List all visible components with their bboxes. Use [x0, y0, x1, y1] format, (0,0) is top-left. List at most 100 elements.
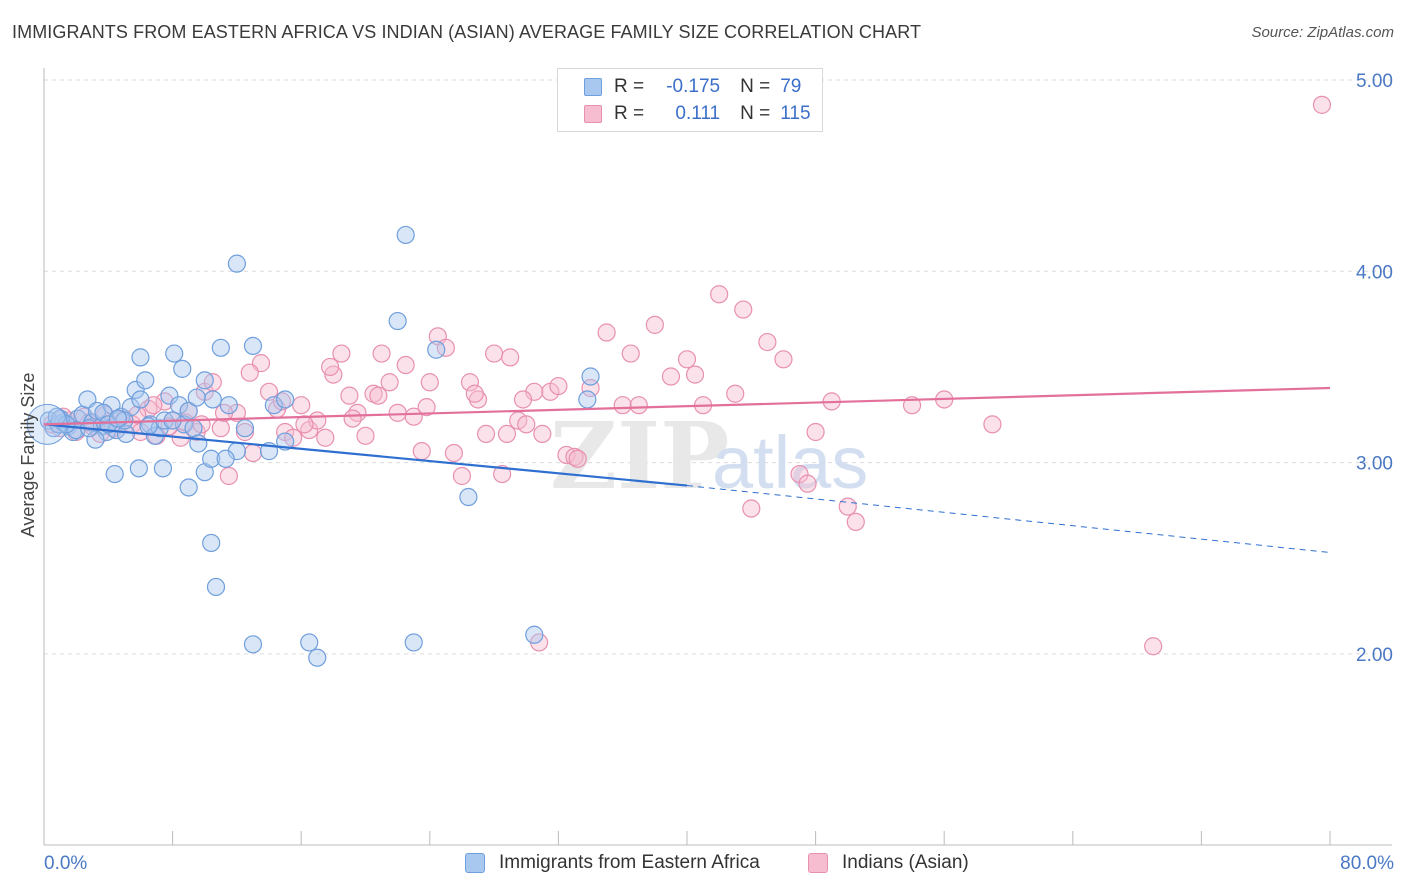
trend-line-indians-asian [43, 386, 1331, 426]
data-point-indians-asian [332, 344, 351, 363]
y-tick-labels: 2.00 3.00 4.00 5.00 [1356, 71, 1393, 666]
data-point-indians-asian [710, 285, 729, 304]
legend-n-label: N = [740, 103, 771, 124]
data-point-indians-asian [838, 497, 857, 516]
data-point-indians-asian [983, 415, 1002, 434]
data-point-indians-asian [685, 365, 705, 384]
data-point-eastern-africa [404, 633, 423, 652]
data-point-eastern-africa [115, 411, 134, 430]
data-point-indians-asian [597, 323, 616, 342]
data-point-indians-asian [211, 419, 230, 438]
data-point-indians-asian [404, 407, 423, 426]
watermark-atlas: atlas [712, 421, 868, 504]
legend-swatch-pink [808, 853, 828, 873]
data-point-indians-asian [412, 442, 431, 461]
data-point-indians-asian [726, 384, 745, 403]
data-point-indians-asian [340, 386, 359, 405]
legend-swatch-pink [584, 105, 602, 123]
data-point-eastern-africa [195, 371, 214, 390]
data-point-indians-asian [493, 464, 512, 484]
data-point-eastern-africa [86, 430, 105, 449]
data-point-indians-asian [396, 355, 415, 375]
data-point-indians-asian [420, 373, 439, 392]
legend-r-label: R = [614, 103, 645, 124]
data-point-indians-asian [219, 466, 238, 486]
source-label: Source: ZipAtlas.com [1251, 24, 1394, 41]
legend-item-indians-asian: Indians (Asian) [808, 852, 969, 874]
data-point-eastern-africa [202, 533, 221, 553]
data-point-indians-asian [734, 300, 753, 319]
data-point-indians-asian [348, 403, 367, 422]
data-point-indians-asian [629, 396, 648, 415]
data-point-indians-asian [292, 396, 311, 415]
data-point-indians-asian [533, 424, 552, 444]
data-point-eastern-africa [131, 348, 150, 367]
data-point-eastern-africa [300, 633, 319, 652]
legend-swatch-blue [584, 78, 602, 96]
series-indians-asian-points [42, 95, 1332, 656]
data-point-eastern-africa [308, 648, 327, 667]
data-point-eastern-africa [581, 367, 600, 386]
data-point-indians-asian [380, 373, 399, 392]
data-point-indians-asian [742, 499, 761, 518]
data-point-eastern-africa [165, 344, 184, 363]
data-point-indians-asian [1144, 637, 1163, 656]
data-point-indians-asian [806, 422, 825, 442]
data-point-indians-asian [476, 424, 496, 444]
data-point-eastern-africa [203, 390, 222, 409]
legend-row-eastern-africa: R = -0.175 N = 79 [584, 75, 801, 99]
data-point-indians-asian [321, 357, 340, 377]
legend-n-value: 79 [780, 76, 802, 97]
series-legend: Immigrants from Eastern Africa Indians (… [0, 852, 1406, 878]
data-point-indians-asian [621, 344, 640, 363]
trend-lines [43, 386, 1331, 554]
legend-n-label: N = [740, 76, 771, 97]
data-point-eastern-africa [243, 336, 263, 356]
legend-label-eastern-africa: Immigrants from Eastern Africa [499, 852, 760, 873]
data-point-indians-asian [240, 363, 259, 382]
data-point-indians-asian [356, 426, 375, 445]
data-point-eastern-africa [206, 577, 226, 597]
legend-r-value: -0.175 [666, 76, 721, 97]
data-point-eastern-africa [396, 225, 415, 245]
data-point-eastern-africa [264, 396, 283, 415]
y-tick-label: 3.00 [1356, 454, 1393, 475]
trend-line-eastern-africa-extension [686, 485, 1331, 554]
data-point-eastern-africa [211, 338, 230, 357]
data-point-eastern-africa [129, 459, 148, 478]
data-point-indians-asian [316, 428, 335, 447]
watermark-zip: ZIP [550, 402, 729, 510]
data-point-eastern-africa [388, 311, 407, 331]
data-point-eastern-africa [153, 459, 173, 478]
data-point-indians-asian [661, 367, 681, 386]
data-point-eastern-africa [219, 396, 238, 415]
data-point-eastern-africa [131, 390, 150, 409]
data-point-indians-asian [452, 466, 472, 486]
data-point-indians-asian [846, 512, 865, 532]
data-point-eastern-africa [525, 625, 544, 644]
legend-label-indians-asian: Indians (Asian) [842, 852, 969, 873]
data-point-eastern-africa [105, 464, 124, 484]
data-point-indians-asian [259, 382, 279, 401]
data-point-indians-asian [1312, 95, 1332, 114]
data-point-eastern-africa [235, 419, 255, 438]
data-point-eastern-africa [459, 487, 478, 507]
data-point-eastern-africa [179, 478, 198, 497]
series-eastern-africa-points [26, 225, 600, 667]
data-point-indians-asian [235, 422, 255, 442]
data-point-eastern-africa [108, 409, 128, 428]
data-point-indians-asian [243, 443, 263, 463]
data-point-indians-asian [465, 384, 484, 403]
data-point-indians-asian [513, 390, 533, 409]
data-point-indians-asian [517, 415, 536, 434]
data-point-indians-asian [388, 403, 407, 422]
data-point-indians-asian [549, 376, 568, 396]
data-point-indians-asian [568, 449, 587, 468]
legend-item-eastern-africa: Immigrants from Eastern Africa [465, 852, 760, 874]
y-tick-label: 4.00 [1356, 262, 1393, 283]
data-point-eastern-africa [243, 635, 263, 654]
data-point-indians-asian [565, 447, 584, 466]
correlation-legend: R = -0.175 N = 79 R = 0.111 N = 115 [557, 68, 823, 132]
data-point-indians-asian [468, 390, 488, 409]
